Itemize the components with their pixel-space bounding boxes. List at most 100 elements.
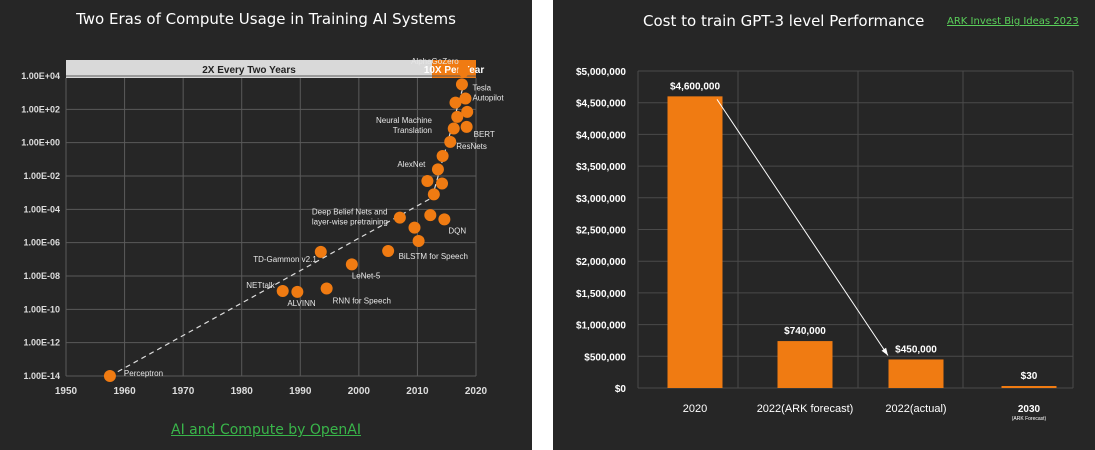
y-tick-label: 1.00E-02 (23, 171, 60, 181)
x-tick-label: 2020 (683, 403, 707, 415)
point-label: AlphaGoZero (411, 57, 459, 66)
era-label: 2X Every Two Years (202, 65, 296, 76)
data-point (424, 209, 437, 222)
x-tick-label: 2010 (406, 386, 429, 397)
compute-chart-title: Two Eras of Compute Usage in Training AI… (76, 10, 456, 28)
point-label: BiLSTM for Speech (399, 252, 468, 261)
data-point (412, 235, 425, 247)
point-label: Neural Machine (376, 116, 433, 125)
data-point (451, 110, 464, 123)
data-point (461, 105, 474, 118)
cost-chart-title: Cost to train GPT-3 level Performance (643, 12, 925, 30)
y-tick-label: 1.00E-06 (23, 238, 60, 248)
bar-value-label: $30 (1021, 371, 1038, 382)
point-label: AlexNet (397, 160, 426, 169)
bar (1001, 386, 1057, 388)
x-tick-label: 1960 (113, 386, 136, 397)
point-label: DQN (448, 226, 466, 235)
data-point (421, 175, 434, 187)
point-label: TD-Gammon v2.1 (253, 255, 317, 264)
point-label: ALVINN (287, 299, 316, 308)
cost-bar-chart: $0 $500,000 $1,000,000 $1,500,000 $2,000,000… (576, 67, 1074, 422)
x-tick-label: 1950 (55, 386, 78, 397)
y-tick-label: 1.00E-10 (23, 304, 60, 314)
data-point (460, 120, 473, 133)
y-tick-label: 1.00E-12 (23, 338, 60, 348)
y-tick-label: 1.00E-14 (23, 371, 60, 381)
data-point (447, 122, 460, 135)
openai-source-link[interactable]: AI and Compute by OpenAI (171, 422, 361, 438)
data-point (431, 163, 444, 176)
compute-scatter-plot: 2X Every Two Years 10X Per Year 1950 1960 19… (21, 57, 504, 397)
y-tick-label: $4,500,000 (576, 99, 626, 110)
data-point (457, 65, 470, 77)
x-tick-label: 1970 (172, 386, 195, 397)
x-tick-label: 2022(actual) (885, 403, 946, 415)
x-tick-label: 2022(ARK forecast) (757, 403, 854, 415)
era-band (66, 60, 433, 78)
bar (667, 96, 723, 389)
data-point (408, 221, 421, 234)
point-label: RNN for Speech (333, 297, 391, 306)
compute-chart-panel: Two Eras of Compute Usage in Training AI… (0, 0, 532, 450)
x-tick-label: 2030 (1018, 404, 1041, 415)
bar (777, 341, 833, 388)
data-point (103, 370, 116, 382)
x-tick-label: 2020 (465, 386, 488, 397)
bar-value-label: $450,000 (895, 344, 937, 355)
x-tick-label: 1980 (231, 386, 254, 397)
point-label: Deep Belief Nets and (312, 208, 388, 217)
trend-line (109, 197, 433, 377)
point-label: BERT (474, 130, 495, 139)
data-point (436, 177, 449, 190)
y-tick-label: $0 (615, 384, 627, 395)
point-label: NETtalk (246, 281, 275, 290)
data-point (449, 96, 462, 109)
data-point (393, 211, 406, 224)
y-tick-label: 1.00E-08 (23, 271, 60, 281)
data-point (436, 150, 449, 162)
cost-chart-panel: Cost to train GPT-3 level Performance AR… (553, 0, 1095, 450)
y-tick-label: $1,000,000 (576, 321, 626, 332)
point-label: LeNet-5 (352, 271, 381, 280)
x-tick-label: 1990 (289, 386, 312, 397)
bar-value-label: $740,000 (784, 326, 826, 337)
point-label: Tesla (472, 84, 491, 93)
era-label: 10X Per Year (424, 65, 485, 76)
y-tick-label: $1,500,000 (576, 289, 626, 300)
y-tick-label: $2,500,000 (576, 226, 626, 237)
data-point (444, 135, 457, 148)
y-tick-label: 1.00E+02 (21, 104, 60, 114)
x-tick-label: 2000 (348, 386, 371, 397)
data-point (455, 78, 468, 91)
point-label: layer-wise pretraining (312, 218, 388, 227)
arrow-head (881, 347, 888, 356)
point-label: Translation (393, 126, 432, 135)
point-label: Perceptron (124, 369, 163, 378)
data-point (438, 213, 451, 226)
bar (888, 359, 944, 388)
y-tick-label: $3,000,000 (576, 194, 626, 205)
y-tick-label: $4,000,000 (576, 130, 626, 141)
y-tick-label: $5,000,000 (576, 67, 626, 78)
y-tick-label: $500,000 (584, 352, 626, 363)
ark-source-link[interactable]: ARK Invest Big Ideas 2023 (947, 16, 1079, 27)
data-point (459, 92, 472, 105)
data-point (427, 188, 440, 201)
y-tick-label: 1.00E+00 (21, 138, 60, 148)
bar-value-label: $4,600,000 (670, 81, 720, 92)
data-point (291, 285, 304, 298)
point-label: ResNets (456, 142, 487, 151)
data-point (314, 245, 327, 258)
y-tick-label: 1.00E-04 (23, 204, 60, 214)
x-tick-sublabel: (ARK Forecast) (1012, 416, 1047, 422)
data-point (382, 245, 395, 257)
trend-arrow (716, 99, 889, 356)
y-tick-label: $3,500,000 (576, 162, 626, 173)
y-tick-label: $2,000,000 (576, 257, 626, 268)
data-point (320, 282, 333, 295)
data-point (345, 258, 358, 271)
point-label: Autopilot (472, 94, 504, 103)
y-tick-label: 1.00E+04 (21, 71, 60, 81)
data-point (276, 285, 289, 297)
